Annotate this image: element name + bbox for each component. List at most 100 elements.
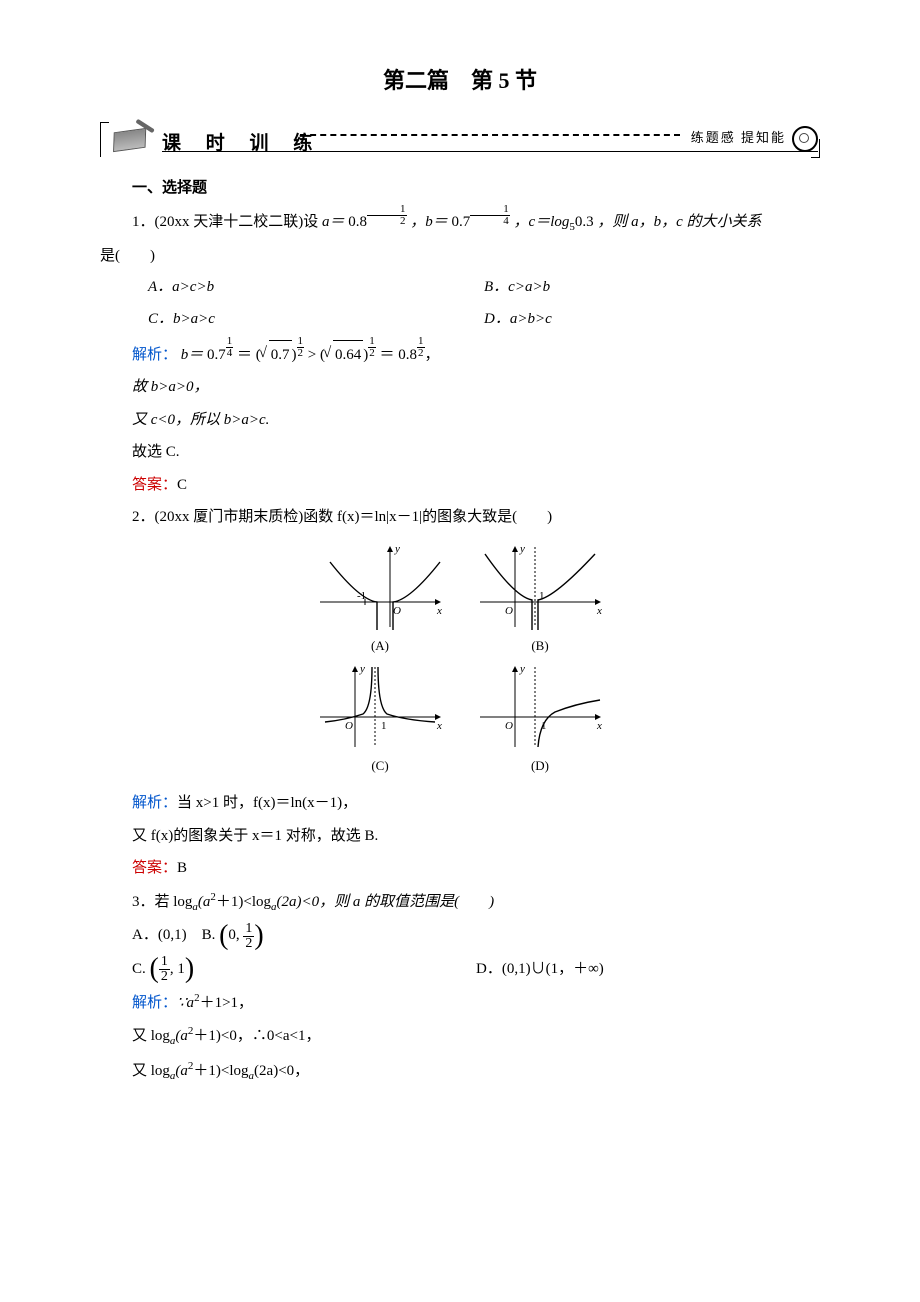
svg-text:O: O: [505, 605, 513, 617]
q2-jx1: 当 x>1 时，f(x)＝ln(x－1)，: [177, 795, 357, 811]
q1-jx-l3: 故选 C.: [132, 438, 820, 467]
graph-d-label: (D): [475, 754, 605, 779]
q1-answer: 答案：C: [132, 471, 820, 500]
q3-jx2-1: 又 log: [132, 1028, 170, 1044]
q3-optA: A．(0,1) B.: [132, 927, 215, 943]
q3-arg1b: ＋1)<log: [216, 894, 271, 910]
q2-stem: 2．(20xx 厦门市期末质检)函数 f(x)＝ln|x－1|的图象大致是( ): [132, 503, 820, 532]
svg-text:x: x: [596, 605, 602, 617]
q3-optC-frac: 12: [159, 955, 170, 984]
q1-ans: C: [177, 477, 187, 493]
q2-ans-label: 答案：: [132, 860, 177, 876]
q3-optD: D．(0,1)∪(1，＋∞): [476, 955, 820, 984]
q1-c-eq: ，c＝log: [514, 214, 570, 230]
q3-jx2: 又 loga(a2＋1)<0，∴0<a<1，: [132, 1021, 820, 1052]
graph-d: x y O 1 (D): [475, 662, 605, 779]
q1-jx-l2: 又 c<0，所以 b>a>c.: [132, 406, 820, 435]
q1-options: A．a>c>b B．c>a>b C．b>a>c D．a>b>c: [148, 271, 820, 336]
q1-jx-beq: b＝: [181, 347, 204, 363]
q1-jiexi: 解析： b＝ 0.714 ＝ (0.7)12 > (0.64)12 ＝ 0.81…: [132, 340, 820, 370]
svg-text:y: y: [359, 663, 365, 675]
svg-text:y: y: [519, 543, 525, 555]
svg-text:y: y: [394, 543, 400, 555]
q2-graphs: x y O -1 (A) x y O 1: [100, 542, 820, 779]
q3-stem: 3．若 loga(a2＋1)<loga(2a)<0，则 a 的取值范围是( ): [132, 887, 820, 918]
q2-ans: B: [177, 860, 187, 876]
q2-jiexi-label: 解析：: [132, 795, 177, 811]
q3-opt-ab: A．(0,1) B. (0, 12): [132, 921, 820, 950]
svg-text:O: O: [505, 720, 513, 732]
banner-dashes: [300, 134, 680, 136]
q1-opt-b: B．c>a>b: [484, 273, 820, 302]
exp-half-2: 12: [368, 336, 376, 359]
banner-right-text: 练题感 提知能: [691, 126, 786, 151]
q3-stem-1: 3．若 log: [132, 894, 192, 910]
q1-exp-a: 12: [367, 204, 407, 227]
q3-jx2-mid: (a: [175, 1028, 188, 1044]
q3-optC-rest: , 1: [170, 961, 185, 977]
q1-log-arg: 0.3: [575, 214, 594, 230]
q3-jx3-end: (2a)<0，: [254, 1063, 309, 1079]
svg-text:O: O: [393, 605, 401, 617]
q3-jx3-mid2: ＋1)<log: [193, 1063, 248, 1079]
q3-opt-cd: C. (12, 1) D．(0,1)∪(1，＋∞): [132, 955, 820, 984]
q1-jx-expb: 14: [226, 336, 234, 359]
eq1: ＝: [237, 347, 252, 363]
graph-b-label: (B): [475, 634, 605, 659]
jiexi-label: 解析：: [132, 347, 177, 363]
lparen-icon: (: [219, 925, 228, 947]
rparen-icon-2: ): [185, 958, 194, 980]
svg-text:O: O: [345, 720, 353, 732]
book-pen-icon: [112, 124, 157, 152]
q3-optC-label: C.: [132, 961, 146, 977]
q1-opt-d: D．a>b>c: [484, 305, 820, 334]
q1-b-eq: ，b＝: [410, 214, 448, 230]
bracket-right: [811, 139, 820, 158]
graph-b: x y O 1 (B): [475, 542, 605, 659]
q3-jx1-pre: ∵a: [177, 995, 194, 1011]
q1-jx-basea: 0.8: [398, 347, 417, 363]
gt1: >: [308, 347, 320, 363]
ans-label: 答案：: [132, 477, 177, 493]
q3-jx1-post: ＋1>1，: [200, 995, 253, 1011]
training-banner: 课 时 训 练 练题感 提知能: [100, 122, 820, 158]
question-1: 1．(20xx 天津十二校二联)设 a＝ 0.812 ，b＝ 0.714 ，c＝…: [100, 208, 820, 270]
q3-jx3-mid1: (a: [175, 1063, 188, 1079]
svg-text:x: x: [436, 605, 442, 617]
q3-jiexi: 解析：∵a2＋1>1，: [132, 988, 820, 1018]
lparen-icon-2: (: [150, 958, 159, 980]
q3-jx3: 又 loga(a2＋1)<loga(2a)<0，: [132, 1056, 820, 1087]
svg-text:x: x: [596, 720, 602, 732]
q3-optB-0: 0,: [228, 927, 243, 943]
q3-arg2: (2a)<0，则 a 的取值范围是( ): [277, 894, 495, 910]
q3-jx3-1: 又 log: [132, 1063, 170, 1079]
q1-jx-l1: 故 b>a>0，: [132, 373, 820, 402]
rparen-icon: ): [254, 925, 263, 947]
graph-c-label: (C): [315, 754, 445, 779]
exp-half-1: 12: [297, 336, 305, 359]
q1-stem-prefix: 1．(20xx 天津十二校二联)设: [132, 214, 322, 230]
svg-text:1: 1: [381, 720, 387, 732]
q3-jx2-end: ＋1)<0，∴0<a<1，: [193, 1028, 320, 1044]
q3-arg1: (a: [198, 894, 211, 910]
graph-a-label: (A): [315, 634, 445, 659]
q1-exp-b: 14: [470, 204, 510, 227]
section-header: 一、选择题: [132, 174, 820, 203]
q3-optC: C. (12, 1): [132, 955, 476, 984]
svg-text:y: y: [519, 663, 525, 675]
bracket-left: [100, 122, 109, 157]
q1-opt-a: A．a>c>b: [148, 273, 484, 302]
q1-stem-suffix: ，则 a，b，c 的大小关系: [597, 214, 761, 230]
svg-text:x: x: [436, 720, 442, 732]
q2-answer: 答案：B: [132, 854, 820, 883]
banner-underline: [162, 151, 818, 152]
q2-jiexi: 解析：当 x>1 时，f(x)＝ln(x－1)，: [132, 789, 820, 818]
q1-jx-expa: 12: [417, 336, 425, 359]
graph-a: x y O -1 (A): [315, 542, 445, 659]
q1-opt-c: C．b>a>c: [148, 305, 484, 334]
eq2: ＝: [380, 347, 395, 363]
sqrt-07: 0.7: [261, 340, 292, 370]
banner-left-text: 课 时 训 练: [162, 126, 322, 162]
q1-stem-line2: 是( ): [100, 242, 820, 271]
q3-jiexi-label: 解析：: [132, 995, 177, 1011]
